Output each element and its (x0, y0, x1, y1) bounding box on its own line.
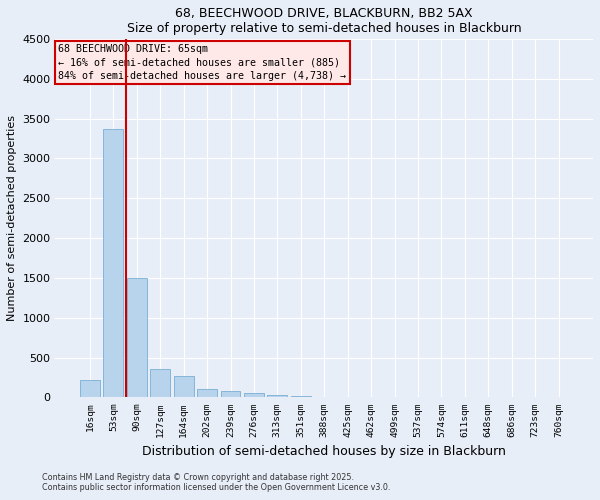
Y-axis label: Number of semi-detached properties: Number of semi-detached properties (7, 115, 17, 321)
Bar (268, 395, 287, 398)
Text: 68 BEECHWOOD DRIVE: 65sqm
← 16% of semi-detached houses are smaller (885)
84% of: 68 BEECHWOOD DRIVE: 65sqm ← 16% of semi-… (58, 44, 346, 80)
Bar (221, 392, 241, 398)
Bar (338, 396, 358, 398)
Bar (173, 376, 194, 398)
X-axis label: Distribution of semi-detached houses by size in Blackburn: Distribution of semi-detached houses by … (142, 445, 506, 458)
Bar (150, 368, 170, 398)
Bar (197, 388, 217, 398)
Bar (127, 278, 147, 398)
Title: 68, BEECHWOOD DRIVE, BLACKBURN, BB2 5AX
Size of property relative to semi-detach: 68, BEECHWOOD DRIVE, BLACKBURN, BB2 5AX … (127, 7, 521, 35)
Bar (291, 396, 311, 398)
Bar (244, 394, 264, 398)
Text: Contains HM Land Registry data © Crown copyright and database right 2025.
Contai: Contains HM Land Registry data © Crown c… (42, 473, 391, 492)
Bar (103, 129, 123, 398)
Bar (314, 396, 334, 398)
Bar (80, 380, 100, 398)
